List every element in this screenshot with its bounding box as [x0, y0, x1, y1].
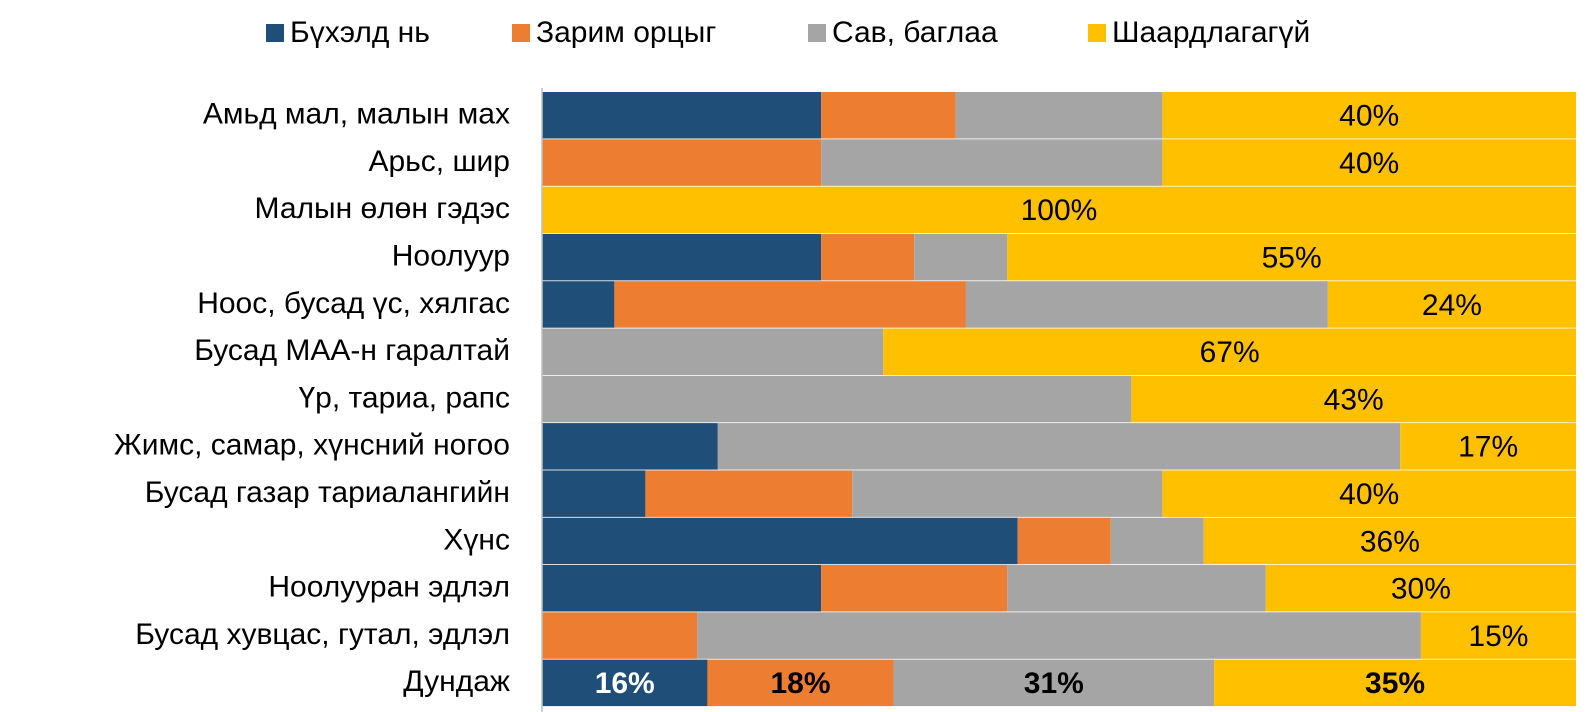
legend-swatch	[1088, 24, 1106, 42]
y-tick-label: Ноолууран эдлэл	[268, 571, 510, 604]
bar-segment	[821, 92, 956, 139]
bar-segment	[821, 139, 1163, 186]
bar-segment	[893, 659, 1215, 707]
bar-segment	[821, 233, 915, 281]
bar-segment	[955, 92, 1163, 139]
bar-segment	[542, 281, 615, 328]
legend-label: Бүхэлд нь	[290, 16, 430, 49]
y-tick-label: Бусад газар тариалангийн	[145, 476, 510, 509]
bar-segment	[542, 375, 1132, 423]
legend-label: Шаардлагагүй	[1112, 16, 1310, 49]
bar-segment	[645, 470, 853, 517]
bar-segment	[821, 565, 1008, 612]
bar-segment	[1420, 612, 1576, 659]
bar-segment	[542, 470, 646, 517]
bar-segment	[1162, 470, 1576, 517]
y-tick-label: Амьд мал, малын мах	[203, 98, 510, 131]
data-label: 40%	[1339, 147, 1399, 180]
bar-segment	[1007, 565, 1266, 612]
y-tick-label: Бусад МАА-н гаралтай	[194, 334, 510, 367]
data-label: 24%	[1422, 289, 1482, 322]
data-label: 17%	[1458, 431, 1518, 464]
y-tick-label: Дундаж	[403, 665, 510, 698]
data-label: 35%	[1365, 667, 1425, 700]
y-tick-label: Жимс, самар, хүнсний ногоо	[114, 429, 510, 462]
legend-swatch	[808, 24, 826, 42]
bar-segment	[1007, 233, 1576, 281]
bar-segment	[542, 659, 708, 707]
y-tick-label: Хүнс	[443, 523, 510, 556]
legend-swatch	[266, 24, 284, 42]
legend-label: Зарим орцыг	[536, 16, 716, 49]
bar-segment	[542, 186, 1576, 234]
legend-label: Сав, баглаа	[832, 16, 998, 49]
bar-segment	[1203, 517, 1576, 565]
data-label: 43%	[1324, 383, 1384, 416]
y-tick-label: Бусад хувцас, гутал, эдлэл	[135, 618, 510, 651]
bar-segment	[883, 328, 1576, 375]
bar-segment	[542, 233, 822, 281]
bar-segment	[1327, 281, 1576, 328]
bar-segment	[1162, 139, 1576, 186]
bar-segment	[852, 470, 1163, 517]
y-tick-label: Ноолуур	[392, 239, 510, 272]
bar-segment	[614, 281, 966, 328]
data-label: 100%	[1021, 194, 1098, 227]
data-label: 40%	[1339, 100, 1399, 133]
bar-segment	[542, 423, 718, 470]
legend-swatch	[512, 24, 530, 42]
bar-segment	[542, 565, 822, 612]
bar-segment	[1400, 423, 1576, 470]
bar-segment	[1214, 659, 1576, 707]
bar-segment	[914, 233, 1008, 281]
bar-segment	[1131, 375, 1576, 423]
bar-segment	[1265, 565, 1576, 612]
data-label: 16%	[595, 667, 655, 700]
bar-segment	[707, 659, 894, 707]
bar-segment	[1162, 92, 1576, 139]
bar-segment	[697, 612, 1421, 659]
bar-segment	[542, 92, 822, 139]
y-tick-label: Арьс, шир	[368, 145, 510, 178]
data-label: 36%	[1360, 525, 1420, 558]
bar-segment	[1017, 517, 1111, 565]
data-label: 30%	[1391, 573, 1451, 606]
bar-segment	[1110, 517, 1204, 565]
bar-segment	[717, 423, 1401, 470]
bar-segment	[965, 281, 1328, 328]
data-label: 40%	[1339, 478, 1399, 511]
bar-segment	[542, 139, 822, 186]
data-label: 15%	[1468, 620, 1528, 653]
bar-segment	[542, 517, 1018, 565]
data-label: 67%	[1200, 336, 1260, 369]
data-label: 31%	[1024, 667, 1084, 700]
data-label: 18%	[770, 667, 830, 700]
bar-segment	[542, 328, 884, 375]
y-tick-label: Ноос, бусад үс, хялгас	[197, 287, 510, 320]
y-tick-label: Малын өлөн гэдэс	[255, 192, 511, 225]
data-label: 55%	[1262, 241, 1322, 274]
bar-segment	[542, 612, 698, 659]
y-tick-label: Үр, тариа, рапс	[298, 381, 510, 414]
